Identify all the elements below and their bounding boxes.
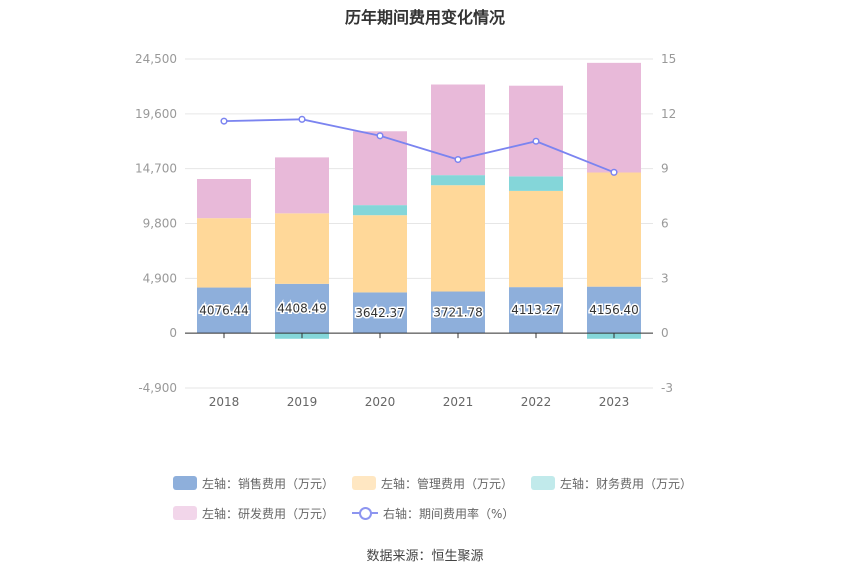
legend-label-sales: 左轴：销售费用（万元）	[202, 476, 335, 491]
left-axis-tick-label: 24,500	[135, 52, 177, 66]
bar-segment	[587, 172, 641, 287]
bar-segment	[431, 185, 485, 292]
right-axis-tick-label: 0	[661, 326, 669, 340]
rate-point	[376, 132, 384, 140]
rate-point	[610, 168, 618, 176]
rate-point	[220, 117, 228, 125]
bar-segment	[431, 291, 485, 334]
legend: 左轴：销售费用（万元） 左轴：管理费用（万元） 左轴：财务费用（万元） 左轴：研…	[173, 468, 733, 528]
data-label: 4156.40	[589, 303, 639, 317]
data-label: 4408.49	[277, 302, 327, 316]
left-axis-tick-label: 0	[169, 326, 177, 340]
chart-canvas: -4,900 -3 0 0 4,900 3 9,800 6 14,700 9 19,600 12 24,…	[135, 52, 676, 409]
left-axis-tick-label: 14,700	[135, 162, 177, 176]
legend-swatch-sales	[173, 476, 197, 490]
left-axis-tick-label: 19,600	[135, 107, 177, 121]
data-label: 4076.44	[199, 303, 249, 317]
legend-item-rate[interactable]: 右轴：期间费用率（%）	[352, 505, 514, 522]
x-axis-label: 2023	[599, 395, 630, 409]
left-axis-tick-label: -4,900	[138, 381, 177, 395]
x-axis-label: 2018	[209, 395, 240, 409]
legend-label-rate: 右轴：期间费用率（%）	[383, 506, 515, 521]
right-axis-tick-label: -3	[661, 381, 673, 395]
bar-segment	[509, 287, 563, 334]
right-axis-tick-label: 15	[661, 52, 676, 66]
bar-segment	[197, 179, 251, 219]
bar-segment	[353, 131, 407, 206]
x-axis-label: 2021	[443, 395, 474, 409]
legend-item-sales[interactable]: 左轴：销售费用（万元）	[173, 475, 334, 492]
chart-title: 历年期间费用变化情况	[344, 8, 505, 27]
legend-swatch-finance	[531, 476, 556, 490]
rate-point	[532, 137, 540, 145]
data-label: 3642.37	[355, 306, 405, 320]
bar-segment	[275, 213, 329, 284]
legend-label-finance: 左轴：财务费用（万元）	[560, 476, 693, 491]
bar-segment	[509, 176, 563, 191]
rate-line	[223, 118, 615, 174]
bar-segment	[509, 190, 563, 288]
right-axis-tick-label: 9	[661, 162, 669, 176]
legend-item-finance[interactable]: 左轴：财务费用（万元）	[531, 475, 692, 492]
rate-point	[298, 115, 306, 123]
rate-point	[454, 155, 462, 164]
legend-label-admin: 左轴：管理费用（万元）	[381, 476, 514, 491]
left-axis-tick-label: 9,800	[143, 217, 177, 231]
legend-swatch-rate	[352, 506, 379, 520]
bar-segment	[431, 175, 485, 186]
bar-segment	[587, 286, 641, 334]
bar-segment	[197, 218, 251, 288]
bar-segment	[353, 215, 407, 293]
right-axis-tick-label: 3	[661, 271, 669, 285]
left-axis-tick-label: 4,900	[143, 271, 177, 285]
bar-segment	[197, 287, 251, 334]
bar-segment	[275, 157, 329, 214]
bar-segment	[509, 85, 563, 177]
legend-item-rd[interactable]: 左轴：研发费用（万元）	[173, 505, 334, 522]
x-axis-label: 2020	[365, 395, 396, 409]
legend-swatch-rd	[173, 506, 197, 520]
x-axis-label: 2022	[521, 395, 552, 409]
data-label: 4113.27	[511, 303, 561, 317]
x-axis-label: 2019	[287, 395, 318, 409]
legend-label-rd: 左轴：研发费用（万元）	[202, 506, 335, 521]
bar-segment	[587, 62, 641, 173]
bar-segment	[353, 292, 407, 334]
right-axis-tick-label: 6	[661, 217, 669, 231]
right-axis-tick-label: 12	[661, 107, 676, 121]
legend-item-admin[interactable]: 左轴：管理费用（万元）	[352, 475, 513, 492]
legend-swatch-admin	[352, 476, 377, 490]
data-source: 数据来源：恒生聚源	[366, 549, 484, 564]
bar-segment	[353, 205, 407, 216]
data-label: 3721.78	[433, 305, 483, 319]
bar-segment	[275, 283, 329, 334]
